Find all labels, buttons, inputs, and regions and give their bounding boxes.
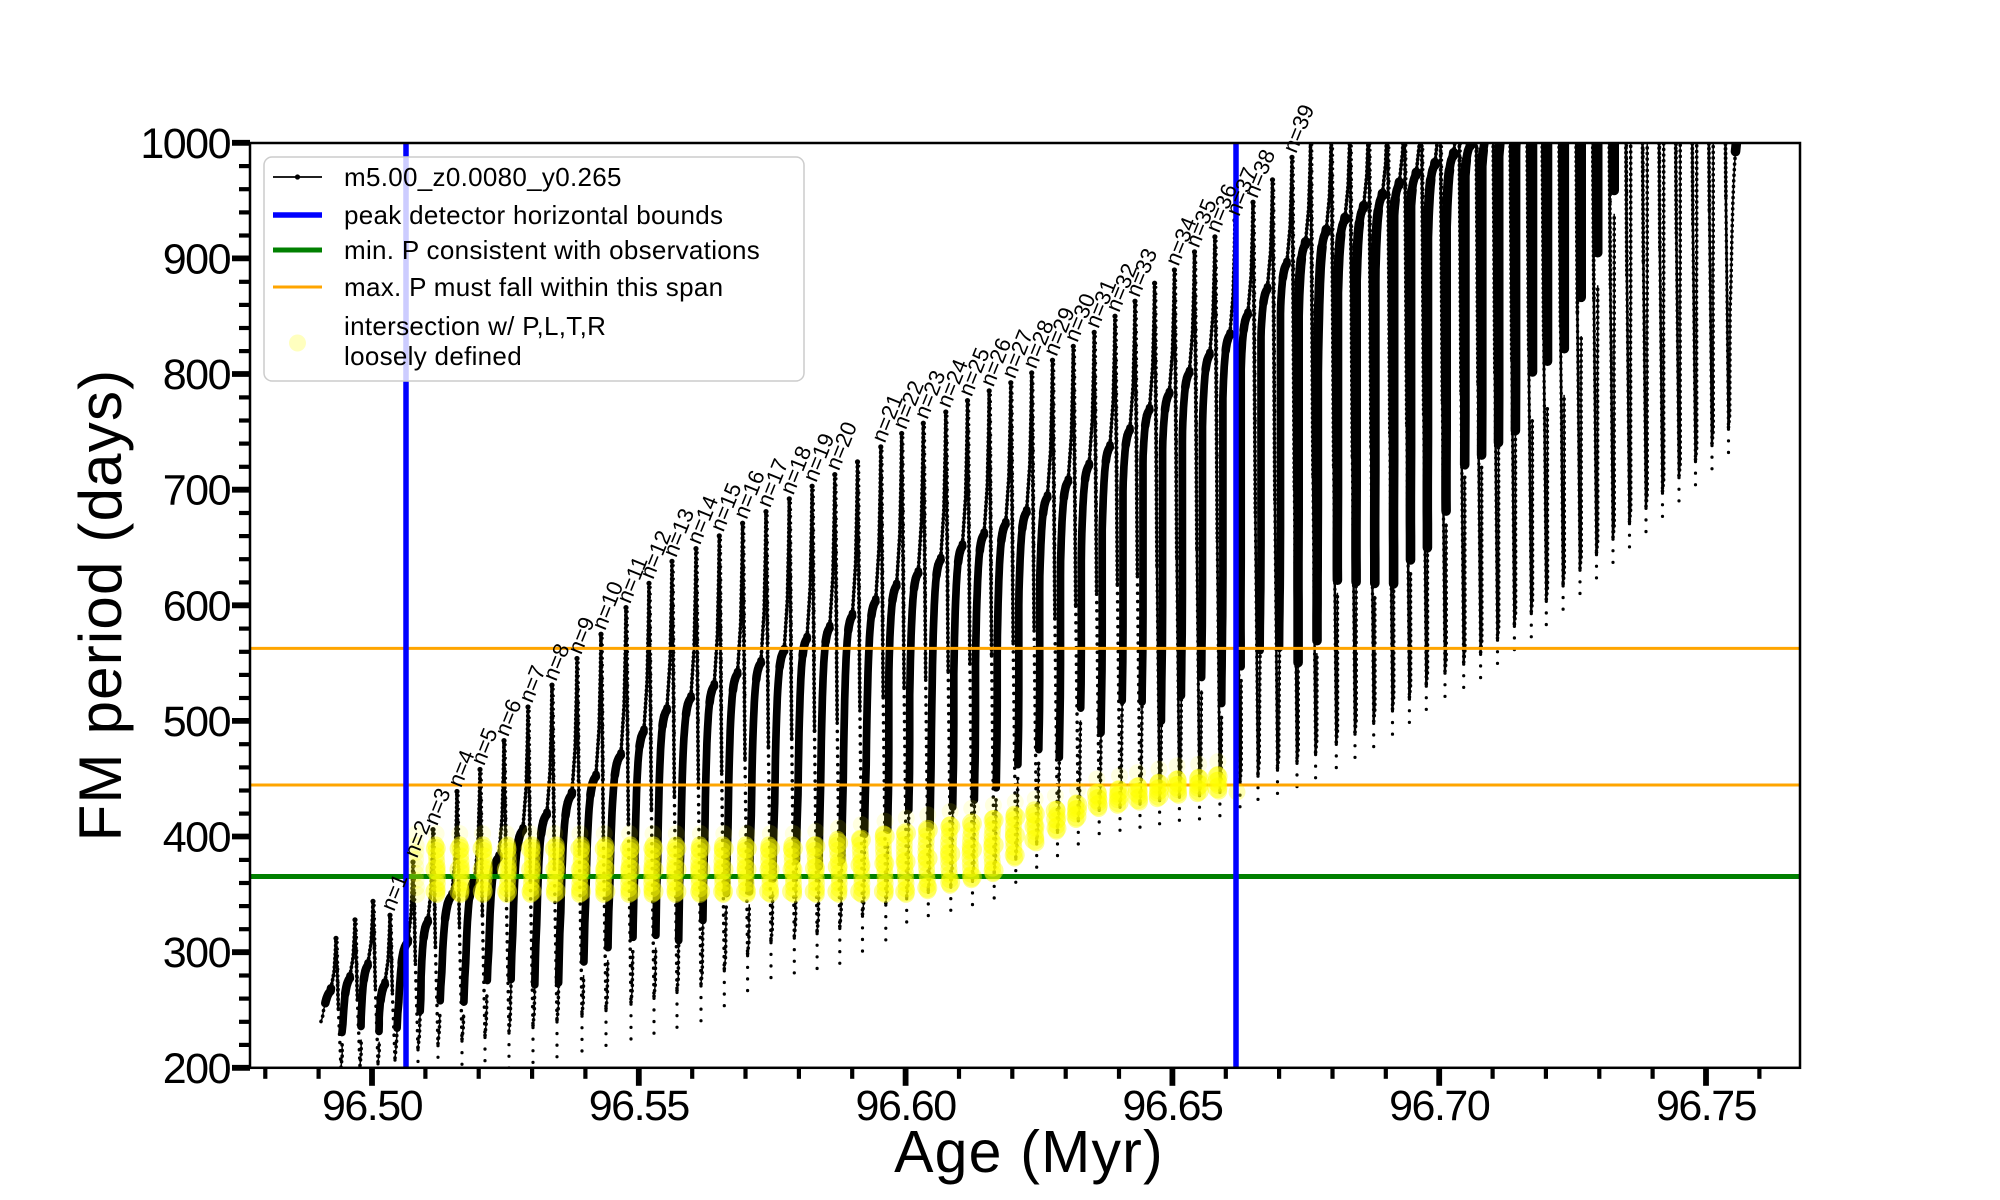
svg-text:96.70: 96.70 bbox=[1389, 1082, 1490, 1130]
svg-text:96.60: 96.60 bbox=[856, 1082, 957, 1130]
svg-text:peak detector horizontal bound: peak detector horizontal bounds bbox=[344, 200, 723, 230]
svg-text:200: 200 bbox=[163, 1045, 231, 1093]
svg-text:600: 600 bbox=[163, 582, 231, 630]
svg-text:700: 700 bbox=[163, 467, 231, 515]
svg-text:intersection w/ P,L,T,R: intersection w/ P,L,T,R bbox=[344, 311, 606, 341]
svg-text:96.50: 96.50 bbox=[322, 1082, 423, 1130]
svg-text:m5.00_z0.0080_y0.265: m5.00_z0.0080_y0.265 bbox=[344, 162, 622, 192]
svg-text:loosely defined: loosely defined bbox=[344, 341, 522, 371]
svg-text:300: 300 bbox=[163, 929, 231, 977]
svg-text:96.55: 96.55 bbox=[589, 1082, 690, 1130]
svg-text:500: 500 bbox=[163, 698, 231, 746]
svg-text:800: 800 bbox=[163, 351, 231, 399]
svg-text:400: 400 bbox=[163, 814, 231, 862]
svg-text:n=39: n=39 bbox=[1277, 101, 1319, 156]
svg-text:900: 900 bbox=[163, 235, 231, 283]
svg-text:n=6: n=6 bbox=[489, 695, 526, 739]
svg-text:Age (Myr): Age (Myr) bbox=[894, 1119, 1164, 1185]
svg-text:96.75: 96.75 bbox=[1656, 1082, 1757, 1130]
svg-text:FM period (days): FM period (days) bbox=[67, 369, 134, 842]
svg-text:n=3: n=3 bbox=[418, 784, 455, 828]
svg-text:1000: 1000 bbox=[140, 120, 230, 168]
svg-text:max. P must fall within this s: max. P must fall within this span bbox=[344, 272, 723, 302]
svg-text:min. P consistent with observa: min. P consistent with observations bbox=[344, 235, 760, 265]
svg-text:96.65: 96.65 bbox=[1122, 1082, 1223, 1130]
